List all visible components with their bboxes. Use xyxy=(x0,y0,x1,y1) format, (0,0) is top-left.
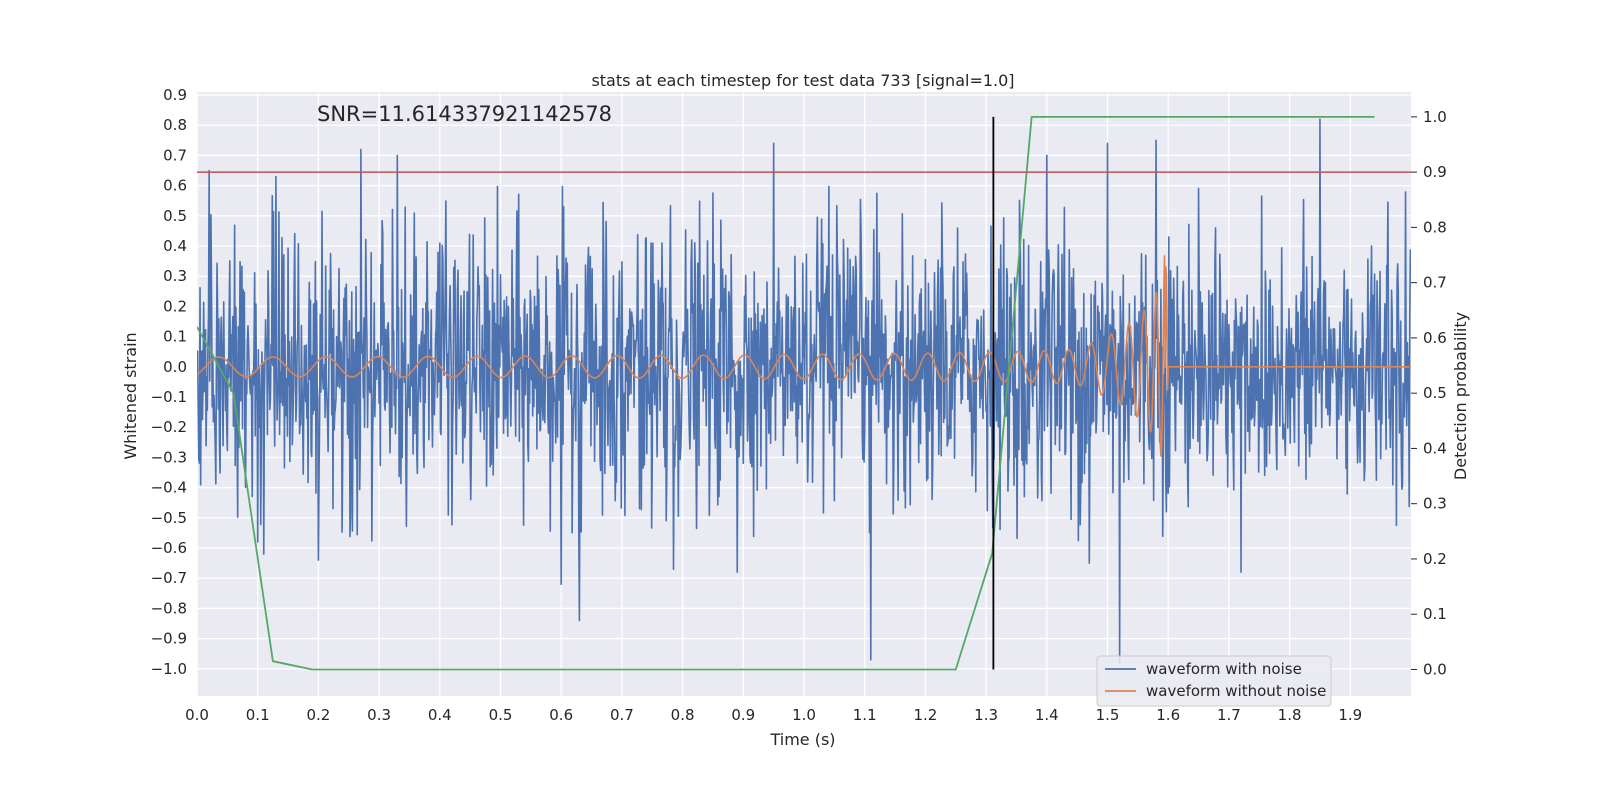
left-y-tick-label: 0.4 xyxy=(163,237,187,255)
right-y-tick-label: 0.4 xyxy=(1423,439,1447,457)
left-y-tick-label: −0.8 xyxy=(151,599,187,617)
waveform-with-noise-line xyxy=(197,118,1411,664)
x-tick-label: 1.1 xyxy=(853,706,877,724)
left-y-tick-label: 0.0 xyxy=(163,358,187,376)
x-axis-label: Time (s) xyxy=(769,730,835,749)
chart-title: stats at each timestep for test data 733… xyxy=(591,71,1014,90)
x-tick-label: 0.7 xyxy=(610,706,634,724)
right-y-axis-ticks: 1.0 0.9 0.8 0.7 0.6 0.5 0.4 0.3 0.2 0.1 0.0 xyxy=(1411,108,1447,678)
x-tick-label: 1.5 xyxy=(1096,706,1120,724)
right-y-axis-label: Detection probability xyxy=(1451,312,1470,480)
legend-label-clean: waveform without noise xyxy=(1146,682,1326,700)
x-axis-ticks: 0.0 0.1 0.2 0.3 0.4 0.5 0.6 0.7 0.8 0.9 1.0 1.1 1.2 1… xyxy=(185,706,1362,724)
waveform-without-noise-line xyxy=(197,255,1411,457)
x-tick-label: 1.0 xyxy=(792,706,816,724)
right-y-tick-label: 0.1 xyxy=(1423,605,1447,623)
x-tick-label: 1.3 xyxy=(974,706,998,724)
left-y-tick-label: 0.6 xyxy=(163,177,187,195)
right-y-tick-label: 0.6 xyxy=(1423,329,1447,347)
right-y-tick-label: 0.0 xyxy=(1423,660,1447,678)
right-y-tick-label: 0.3 xyxy=(1423,495,1447,513)
snr-annotation: SNR=11.614337921142578 xyxy=(317,102,612,126)
x-tick-label: 0.3 xyxy=(367,706,391,724)
left-y-tick-label: −0.3 xyxy=(151,448,187,466)
left-y-tick-label: 0.2 xyxy=(163,297,187,315)
left-y-tick-label: 0.7 xyxy=(163,146,187,164)
left-y-tick-label: −0.1 xyxy=(151,388,187,406)
x-tick-label: 0.5 xyxy=(489,706,513,724)
legend: waveform with noise waveform without noi… xyxy=(1096,655,1332,707)
left-y-tick-label: −0.2 xyxy=(151,418,187,436)
x-tick-label: 0.1 xyxy=(246,706,270,724)
series-layer xyxy=(197,115,1411,671)
left-y-tick-label: 0.3 xyxy=(163,267,187,285)
x-tick-label: 0.0 xyxy=(185,706,209,724)
right-y-tick-label: 0.2 xyxy=(1423,550,1447,568)
left-y-tick-label: 0.5 xyxy=(163,207,187,225)
detection-probability-line xyxy=(197,115,1375,671)
left-y-axis-ticks: 0.9 0.8 0.7 0.6 0.5 0.4 0.3 0.2 0.1 0.0 −0.1 −0.2 −0… xyxy=(151,86,187,678)
left-y-tick-label: 0.8 xyxy=(163,116,187,134)
right-y-tick-label: 0.9 xyxy=(1423,163,1447,181)
x-tick-label: 1.6 xyxy=(1156,706,1180,724)
left-y-tick-label: −1.0 xyxy=(151,660,187,678)
x-tick-label: 1.7 xyxy=(1217,706,1241,724)
x-tick-label: 1.2 xyxy=(913,706,937,724)
right-y-tick-label: 0.7 xyxy=(1423,274,1447,292)
right-y-tick-label: 1.0 xyxy=(1423,108,1447,126)
legend-box xyxy=(1096,655,1332,707)
left-y-tick-label: −0.6 xyxy=(151,539,187,557)
x-tick-label: 1.4 xyxy=(1035,706,1059,724)
left-y-tick-label: −0.9 xyxy=(151,630,187,648)
left-y-tick-label: −0.4 xyxy=(151,479,187,497)
left-y-tick-label: −0.7 xyxy=(151,569,187,587)
x-tick-label: 0.6 xyxy=(549,706,573,724)
left-y-tick-label: −0.5 xyxy=(151,509,187,527)
x-tick-label: 1.9 xyxy=(1338,706,1362,724)
left-y-tick-label: 0.1 xyxy=(163,328,187,346)
x-tick-label: 0.8 xyxy=(671,706,695,724)
x-tick-label: 0.4 xyxy=(428,706,452,724)
right-y-tick-label: 0.8 xyxy=(1423,218,1447,236)
x-tick-label: 0.9 xyxy=(731,706,755,724)
x-tick-label: 1.8 xyxy=(1278,706,1302,724)
right-y-tick-label: 0.5 xyxy=(1423,384,1447,402)
left-y-axis-label: Whitened strain xyxy=(121,332,140,459)
x-tick-label: 0.2 xyxy=(306,706,330,724)
legend-label-noise: waveform with noise xyxy=(1146,660,1302,678)
left-y-tick-label: 0.9 xyxy=(163,86,187,104)
